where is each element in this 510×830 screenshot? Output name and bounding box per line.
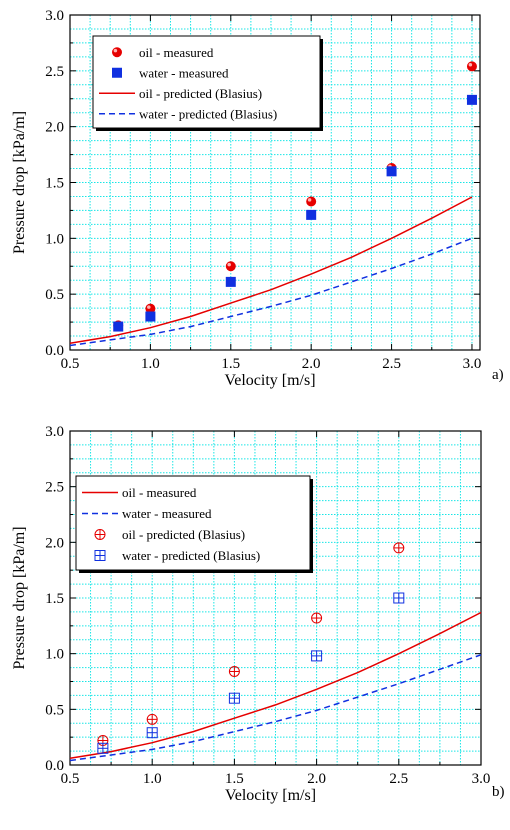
y-tick-label: 0.5: [45, 287, 64, 303]
x-tick-label: 0.5: [61, 356, 80, 372]
data-point-2: [393, 542, 405, 554]
data-series: [69, 61, 477, 347]
data-point-0-highlight: [468, 63, 473, 67]
x-tick-label: 2.5: [382, 356, 401, 372]
legend-label: water - predicted (Blasius): [122, 548, 260, 563]
y-tick-label: 0.0: [45, 343, 64, 359]
data-point-2: [146, 713, 158, 725]
data-point-3: [228, 692, 240, 704]
y-tick-label: 0.5: [45, 702, 64, 718]
panel-label: b): [492, 784, 505, 800]
x-axis-title: Velocity [m/s]: [224, 372, 315, 389]
data-point-0-highlight: [227, 262, 231, 267]
legend-label: water - predicted (Blasius): [139, 106, 277, 121]
data-point-3: [146, 727, 158, 739]
series-line-0: [69, 611, 482, 760]
legend-label: water - measured: [122, 506, 212, 521]
legend: oil - measured water - measured oil - pred…: [92, 35, 323, 131]
legend-label: water - measured: [139, 65, 229, 80]
axis-ticks: [69, 14, 480, 351]
legend-label: oil - predicted (Blasius): [122, 527, 245, 542]
x-tick-label: 1.0: [143, 771, 162, 787]
y-tick-label: 2.5: [45, 480, 64, 496]
x-tick-label: 1.5: [225, 771, 244, 787]
legend-label: oil - predicted (Blasius): [139, 86, 262, 101]
x-tick-label: 1.0: [141, 356, 160, 372]
chart-panel-a: 0.5 1.0 1.5 2.0 2.5 3.00.00.51.01.52.02.53.0V…: [11, 8, 504, 389]
y-tick-label: 1.0: [45, 647, 64, 663]
data-point-0-highlight: [307, 198, 312, 202]
chart-panel-b: 0.5 1.0 1.5 2.0 2.5 3.00.00.51.01.52.02.53.0V…: [11, 424, 505, 804]
data-point-1: [466, 94, 477, 105]
x-tick-label: 0.5: [61, 771, 80, 787]
data-point-0: [225, 261, 236, 272]
y-tick-label: 3.0: [45, 8, 64, 24]
data-point-1: [386, 166, 397, 177]
x-axis-title: Velocity [m/s]: [225, 787, 316, 804]
x-tick-label: 2.0: [302, 356, 321, 372]
legend-marker-swatch: [94, 550, 106, 561]
legend: oil - measured water - measured oil - pred…: [75, 475, 313, 573]
series-line-1: [69, 654, 482, 762]
x-tick-label: 2.0: [307, 771, 326, 787]
data-point-3: [97, 742, 109, 754]
legend-box: [92, 35, 321, 129]
y-tick-label: 2.0: [45, 120, 64, 136]
data-point-0: [306, 196, 317, 207]
legend-label: oil - measured: [122, 485, 197, 500]
data-point-1: [306, 209, 317, 220]
legend-label: oil - measured: [139, 45, 214, 60]
data-point-1: [113, 321, 124, 332]
y-tick-label: 2.5: [45, 64, 64, 80]
data-point-1: [225, 276, 236, 287]
data-point-3: [393, 592, 405, 604]
y-axis-title: Pressure drop [kPa/m]: [11, 526, 28, 669]
y-tick-label: 0.0: [45, 758, 64, 774]
series-line-2: [69, 196, 473, 345]
y-tick-label: 2.0: [45, 535, 64, 551]
axis-ticks: [69, 430, 482, 766]
gridlines: [70, 431, 481, 765]
data-point-3: [311, 650, 323, 662]
series-line-3: [69, 237, 473, 347]
data-point-1: [145, 311, 156, 322]
y-tick-label: 1.0: [45, 231, 64, 247]
data-series: [69, 542, 482, 762]
y-tick-label: 1.5: [45, 176, 64, 192]
legend-marker-swatch: [94, 529, 106, 540]
data-point-2: [311, 612, 323, 624]
legend-marker-swatch: [112, 67, 122, 78]
x-tick-label: 2.5: [389, 771, 408, 787]
y-axis-title: Pressure drop [kPa/m]: [11, 111, 28, 254]
x-tick-label: 3.0: [463, 356, 482, 372]
data-point-0: [466, 61, 477, 72]
data-point-0-highlight: [147, 305, 151, 309]
x-tick-label: 1.5: [221, 356, 240, 372]
panel-label: a): [492, 367, 504, 383]
legend-marker-swatch-highlight: [113, 48, 118, 53]
legend-marker-swatch: [112, 47, 122, 58]
y-tick-label: 1.5: [45, 591, 64, 607]
y-tick-label: 3.0: [45, 424, 64, 440]
legend-box: [75, 475, 311, 571]
data-point-2: [228, 665, 240, 677]
x-tick-label: 3.0: [472, 771, 491, 787]
